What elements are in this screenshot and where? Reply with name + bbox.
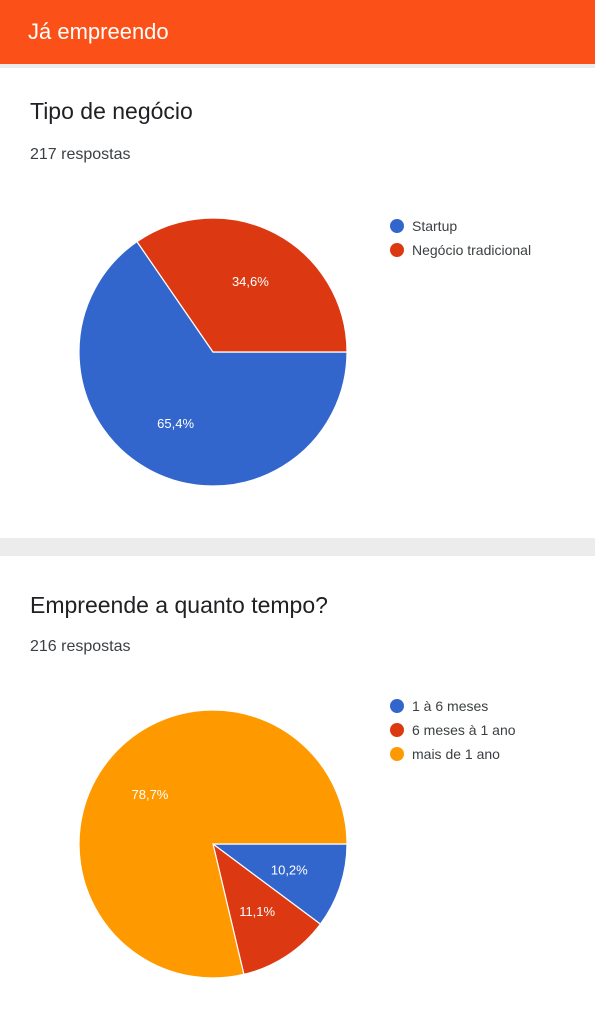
pie-slice-negocio-tradicional[interactable] (136, 217, 348, 353)
pie-slice-mais-de-1-ano[interactable] (78, 709, 348, 979)
legend-swatch (390, 243, 404, 257)
legend-swatch (390, 699, 404, 713)
legend-item-negocio-tradicional[interactable]: Negócio tradicional (390, 238, 531, 262)
question-card-business-type: Tipo de negócio 217 respostas 65,4% 34,6%… (0, 68, 595, 538)
legend-item-startup[interactable]: Startup (390, 214, 531, 238)
slice-data-label: 34,6% (232, 274, 269, 289)
legend-swatch (390, 219, 404, 233)
section-header: Já empreendo (0, 0, 595, 64)
legend-item-mais-de-1-ano[interactable]: mais de 1 ano (390, 742, 516, 766)
slice-data-label: 65,4% (157, 416, 194, 431)
pie-slice-6-meses-a-1-ano[interactable] (212, 842, 322, 976)
legend-label: mais de 1 ano (412, 746, 500, 762)
legend-item-6-meses-a-1-ano[interactable]: 6 meses à 1 ano (390, 718, 516, 742)
pie-slice-1-a-6-meses[interactable] (211, 843, 348, 925)
response-count: 216 respostas (30, 638, 131, 655)
question-card-time-entrepreneur: Empreende a quanto tempo? 216 respostas … (0, 556, 595, 1024)
legend-item-1-a-6-meses[interactable]: 1 à 6 meses (390, 694, 516, 718)
response-count: 217 respostas (30, 146, 131, 163)
legend-label: 1 à 6 meses (412, 698, 489, 714)
question-title: Empreende a quanto tempo? (30, 592, 328, 618)
legend-label: Startup (412, 218, 458, 234)
slice-data-label: 11,1% (239, 904, 275, 919)
pie-slice-startup[interactable] (78, 240, 348, 487)
chart-legend: 1 à 6 meses 6 meses à 1 ano mais de 1 ano (390, 694, 516, 766)
slice-data-label: 10,2% (271, 862, 308, 877)
question-title: Tipo de negócio (30, 98, 193, 124)
pie-chart-business-type: 65,4% 34,6% (78, 217, 348, 487)
section-title: Já empreendo (28, 19, 169, 44)
slice-data-label: 78,7% (132, 787, 169, 802)
legend-label: Negócio tradicional (412, 242, 532, 258)
legend-swatch (390, 723, 404, 737)
legend-label: 6 meses à 1 ano (412, 722, 516, 738)
legend-swatch (390, 747, 404, 761)
chart-legend: Startup Negócio tradicional (390, 214, 531, 262)
pie-chart-time-entrepreneur: 10,2% 11,1% 78,7% (78, 709, 348, 979)
